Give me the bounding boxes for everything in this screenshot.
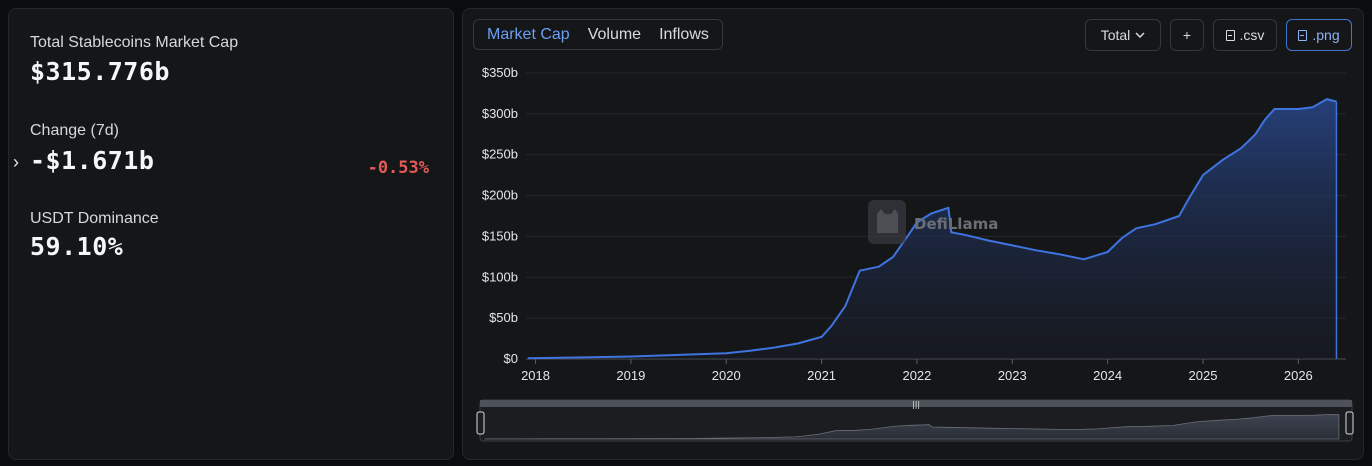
usdt-dominance-label: USDT Dominance [30,210,159,227]
png-label: .png [1312,27,1340,43]
y-tick-label: $250b [482,147,518,162]
csv-download-button[interactable]: .csv [1213,19,1277,51]
y-axis: $0 $50b $100b $150b $200b $250b $300b $350b [482,65,518,366]
chevron-down-icon [1135,32,1145,38]
y-tick-label: $150b [482,228,518,243]
total-select[interactable]: Total [1085,19,1161,51]
usdt-dominance-value: 59.10% [30,232,124,261]
y-tick-label: $200b [482,188,518,203]
navigator-right-handle[interactable] [1345,411,1354,435]
navigator-area [484,414,1340,440]
chart-panel: Market Cap Volume Inflows Total + .csv .… [462,8,1364,460]
range-navigator[interactable]: ||| [476,399,1354,442]
change-7d-label: Change (7d) [30,122,119,139]
tab-volume[interactable]: Volume [587,26,642,43]
y-tick-label: $0 [504,351,518,366]
x-tick-label: 2022 [902,368,931,383]
change-7d-value: -$1.671b [30,146,155,175]
watermark: DefiLlama [868,200,998,244]
navigator-left-handle[interactable] [476,411,485,435]
market-cap-chart: DefiLlama $0 $50b $100b $150b $200b $250b $300… [476,65,1354,442]
total-mcap-value: $315.776b [30,57,170,86]
navigator-scrollbar[interactable] [480,400,1352,407]
file-icon [1225,29,1235,41]
total-select-label: Total [1100,27,1131,43]
y-tick-label: $350b [482,65,518,80]
png-download-button[interactable]: .png [1286,19,1352,51]
stats-panel: Total Stablecoins Market Cap $315.776b ›… [8,8,454,460]
x-tick-label: 2025 [1189,368,1218,383]
llama-head-icon [877,209,898,233]
x-tick-label: 2020 [712,368,741,383]
x-tick-label: 2023 [998,368,1027,383]
y-tick-label: $100b [482,269,518,284]
series-line [527,98,1337,360]
x-tick-label: 2018 [521,368,550,383]
y-tick-label: $300b [482,106,518,121]
x-tick-label: 2026 [1284,368,1313,383]
total-mcap-label: Total Stablecoins Market Cap [30,34,239,51]
x-tick-label: 2024 [1093,368,1122,383]
watermark-text: DefiLlama [914,215,998,233]
grip-icon[interactable]: ||| [912,400,920,409]
tab-inflows[interactable]: Inflows [659,26,709,43]
x-tick-label: 2021 [807,368,836,383]
x-axis: 2018 2019 2020 2021 2022 2023 2024 2025 2026 [521,359,1313,383]
change-7d-percent: -0.53% [367,158,429,178]
plus-icon: + [1182,27,1192,43]
plot-area [527,98,1338,360]
expand-chevron-icon[interactable]: › [13,152,19,172]
area-fill [527,99,1337,359]
csv-label: .csv [1239,27,1265,43]
add-button[interactable]: + [1170,19,1204,51]
y-tick-label: $50b [489,310,518,325]
tab-market-cap[interactable]: Market Cap [487,26,570,43]
file-icon [1298,29,1308,41]
chart-tabs: Market Cap Volume Inflows [473,19,723,50]
x-tick-label: 2019 [616,368,645,383]
